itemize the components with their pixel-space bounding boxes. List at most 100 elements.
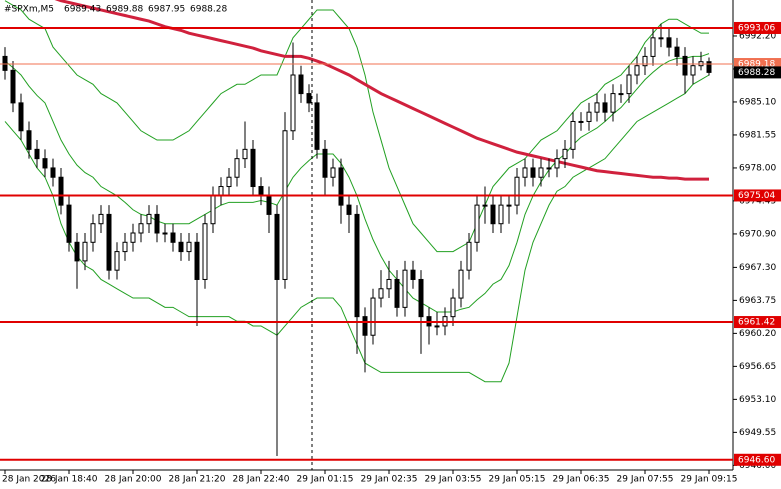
y-tick-label: 6985.10 [739, 97, 776, 107]
candle-body [602, 102, 608, 113]
y-tick-label: 6970.90 [739, 229, 776, 239]
level-label: 6975.04 [738, 191, 775, 201]
candle-body [330, 167, 336, 178]
candle-body [522, 167, 528, 178]
candle-body [274, 213, 280, 280]
candle-body [178, 241, 184, 253]
header-open: 6989.43 [64, 5, 101, 15]
candle-body [266, 195, 272, 215]
candle-body [162, 232, 168, 235]
candle-body [666, 37, 672, 48]
candle-body [42, 158, 48, 169]
candle-body [362, 316, 368, 336]
candle-body [642, 55, 648, 67]
candle-body [74, 241, 80, 262]
price-tag [734, 66, 781, 79]
candle-body [26, 130, 32, 150]
candle-body [34, 148, 40, 160]
candle-body [314, 102, 320, 150]
candle-body [138, 223, 144, 234]
candle-body [130, 232, 136, 243]
candle-body [18, 102, 24, 132]
candle-body [394, 278, 400, 308]
candle-body [98, 213, 104, 225]
candle-body [10, 69, 16, 104]
candle-body [578, 120, 584, 123]
plot-area [2, 0, 712, 457]
candle-body [298, 74, 304, 95]
candle-body [482, 204, 488, 207]
candle-body [346, 204, 352, 215]
candle-body [690, 65, 696, 76]
y-tick-label: 6946.00 [739, 461, 776, 471]
x-tick-label: 28 Jan 22:40 [233, 475, 290, 485]
candle-body [674, 46, 680, 57]
candle-body [290, 74, 296, 132]
candle-body [306, 93, 312, 104]
candle-body [218, 186, 224, 197]
candle-body [234, 158, 240, 178]
candle-body [258, 186, 264, 197]
candle-body [226, 176, 232, 188]
x-tick-label: 29 Jan 02:35 [361, 475, 418, 485]
candle-body [186, 241, 192, 253]
y-tick-label: 6960.20 [739, 329, 776, 339]
y-tick-label: 6949.55 [739, 428, 776, 438]
level-tag [734, 189, 781, 202]
candle-body [546, 167, 552, 170]
x-tick-label: 29 Jan 06:35 [553, 475, 610, 485]
candle-body [82, 241, 88, 262]
x-tick-label: 28 Jan 2026 [2, 475, 56, 485]
candle-body [242, 148, 248, 160]
y-tick-label: 6967.30 [739, 263, 776, 273]
candle-body [386, 278, 392, 290]
candle-body [2, 55, 8, 71]
candle-body [570, 120, 576, 150]
x-tick-label: 29 Jan 07:55 [617, 475, 674, 485]
level-label: 6961.42 [738, 318, 775, 328]
indicator-line [54, 0, 709, 181]
x-tick-label: 29 Jan 09:15 [681, 475, 738, 485]
candle-body [706, 61, 712, 73]
y-tick-label: 6953.10 [739, 395, 776, 405]
candle-body [402, 269, 408, 308]
candle-body [106, 213, 112, 271]
candle-body [498, 204, 504, 225]
x-tick-label: 29 Jan 01:15 [297, 475, 354, 485]
level-label: 6993.06 [738, 23, 775, 33]
candle-body [586, 111, 592, 122]
y-tick-label: 6978.00 [739, 163, 776, 173]
header-low: 6987.95 [148, 5, 185, 15]
candle-body [58, 176, 64, 206]
candle-body [514, 176, 520, 206]
level-label: 6989.18 [738, 60, 775, 70]
candle-body [626, 74, 632, 95]
header-close: 6988.28 [190, 5, 227, 15]
candle-body [410, 269, 416, 280]
x-tick-label: 28 Jan 21:20 [169, 475, 226, 485]
candle-body [530, 167, 536, 178]
x-tick-label: 29 Jan 03:55 [425, 475, 482, 485]
candle-body [618, 93, 624, 96]
candle-body [122, 241, 128, 253]
candle-body [114, 251, 120, 271]
candle-body [338, 167, 344, 206]
candle-body [554, 158, 560, 169]
candle-body [490, 204, 496, 225]
symbol: #SPXm,M5 [4, 5, 54, 15]
level-label: 6946.60 [738, 455, 775, 465]
candle-body [370, 297, 376, 336]
x-tick-label: 29 Jan 05:15 [489, 475, 546, 485]
candle-body [378, 288, 384, 299]
candle-body [594, 102, 600, 113]
candle-body [650, 37, 656, 57]
candle-body [682, 55, 688, 76]
y-tick-label: 6992.20 [739, 31, 776, 41]
candle-body [466, 241, 472, 271]
level-tag [734, 21, 781, 34]
candle-body [458, 269, 464, 299]
candle-body [210, 195, 216, 225]
y-tick-label: 6956.65 [739, 362, 776, 372]
y-tick-label: 6981.55 [739, 130, 776, 140]
